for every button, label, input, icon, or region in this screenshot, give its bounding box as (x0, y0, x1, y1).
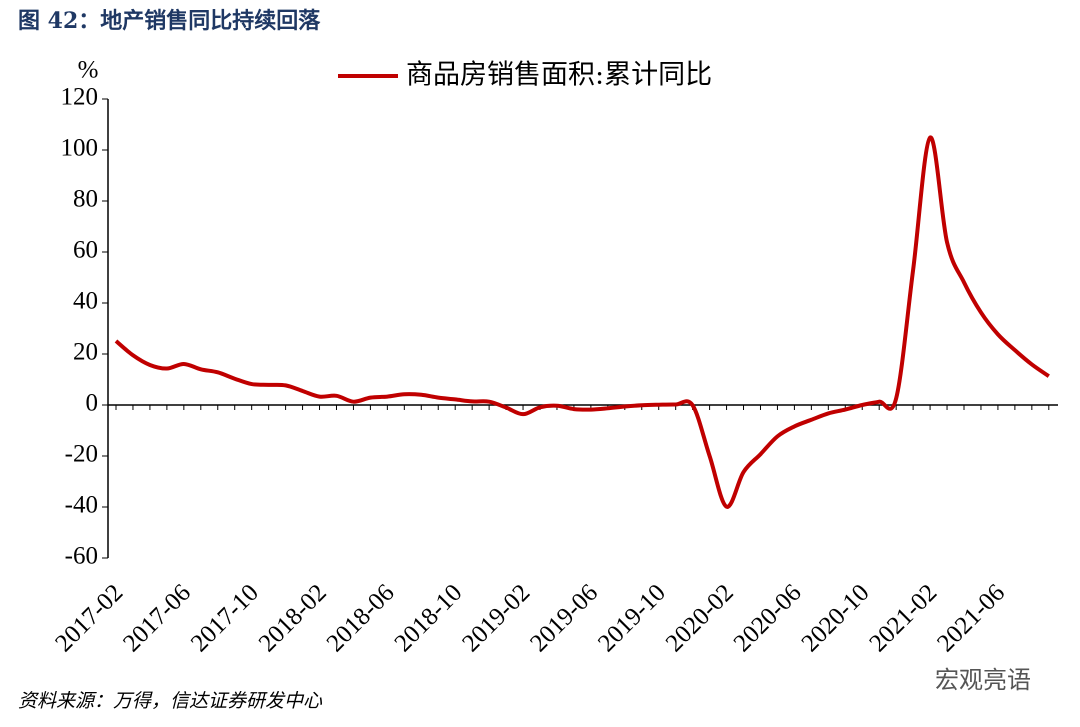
y-tick-label: 40 (73, 288, 98, 315)
x-tick-label: 2019-02 (457, 579, 535, 657)
y-tick-label: 20 (73, 339, 98, 366)
y-tick-label: 100 (61, 135, 99, 162)
source: 资料来源：万得，信达证券研发中心 (18, 690, 323, 712)
x-tick-label: 2017-06 (118, 579, 196, 657)
x-tick-label: 2018-06 (322, 579, 400, 657)
y-tick-label: 80 (73, 186, 98, 213)
x-tick-label: 2018-02 (254, 579, 332, 657)
y-tick-label: 0 (86, 390, 99, 417)
y-unit: % (78, 57, 99, 84)
y-tick-label: 120 (61, 84, 99, 111)
y-tick-label: 60 (73, 237, 98, 264)
x-tick-label: 2021-06 (932, 579, 1010, 657)
chart-title: 图 42：地产销售同比持续回落 (18, 8, 321, 34)
line-series (114, 135, 1050, 509)
x-tick-label: 2019-10 (593, 579, 671, 657)
y-tick-label: -20 (65, 441, 98, 468)
x-tick-label: 2017-10 (186, 579, 264, 657)
x-tick-label: 2019-06 (525, 579, 603, 657)
x-tick-label: 2021-02 (864, 579, 942, 657)
legend-label: 商品房销售面积:累计同比 (406, 60, 712, 91)
y-tick-label: -60 (65, 543, 98, 570)
x-tick-label: 2018-10 (389, 579, 467, 657)
x-tick-label: 2020-06 (729, 579, 807, 657)
y-tick-label: -40 (65, 492, 98, 519)
x-tick-label: 2020-02 (661, 579, 739, 657)
x-tick-label: 2017-02 (50, 579, 128, 657)
x-tick-label: 2020-10 (797, 579, 875, 657)
watermark: 宏观亮语 (935, 666, 1031, 694)
